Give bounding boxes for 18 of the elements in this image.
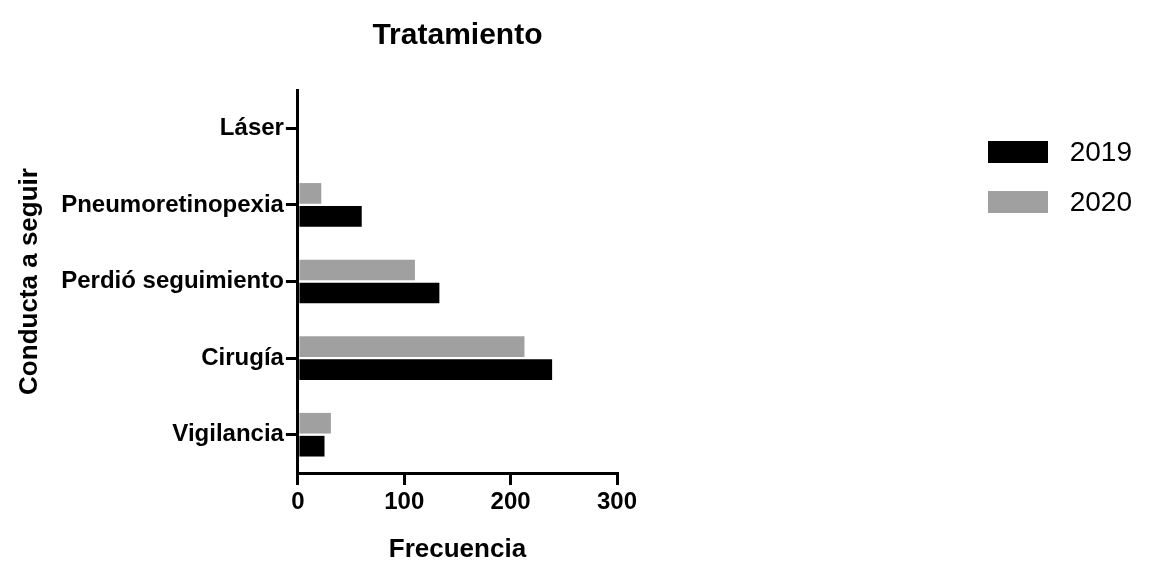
x-axis-title: Frecuencia: [388, 532, 527, 563]
bar: [299, 412, 331, 434]
y-axis-title: Conducta a seguir: [12, 168, 43, 395]
bar: [299, 336, 525, 357]
x-tick-label: 200: [490, 487, 531, 515]
y-tick-label: Vigilancia: [172, 419, 285, 447]
x-tick-label: 300: [596, 487, 638, 515]
x-tick-label: 100: [384, 487, 425, 515]
legend-label: 2019: [1069, 136, 1132, 168]
y-tick-label: Láser: [219, 112, 284, 140]
legend-label: 2020: [1069, 186, 1132, 218]
x-tick-label: 0: [291, 487, 305, 515]
chart-title: Tratamiento: [372, 17, 543, 51]
y-tick-label: Pneumoretinopexia: [61, 189, 285, 217]
bar: [299, 259, 415, 281]
y-tick-label: Cirugía: [201, 342, 285, 370]
y-tick-label: Perdió seguimiento: [61, 266, 284, 294]
bar: [299, 183, 322, 204]
